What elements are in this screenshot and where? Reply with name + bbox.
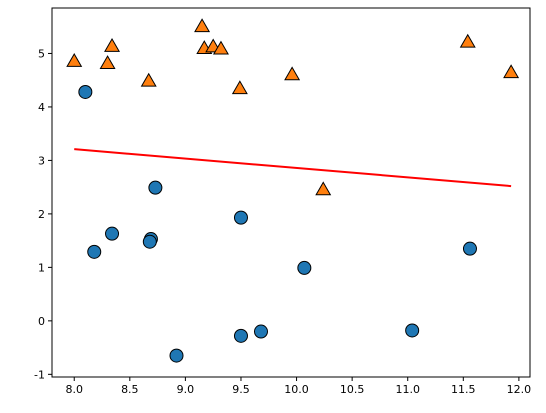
circle-point <box>78 84 93 99</box>
circle-point <box>148 180 163 195</box>
triangle-point <box>212 40 229 55</box>
triangle-point <box>104 38 121 52</box>
circle-point <box>297 260 312 275</box>
circle-point <box>233 328 248 343</box>
circle-point <box>105 226 120 241</box>
y-tick-label: 5 <box>38 47 45 60</box>
x-axis: 8.0 8.5 9.0 9.5 10.0 10.5 11.0 11.5 12.0 <box>65 377 531 396</box>
x-tick-label: 10.0 <box>284 383 309 396</box>
circle-point <box>142 234 157 249</box>
marker-layer <box>66 18 520 363</box>
x-tick-label: 11.5 <box>451 383 476 396</box>
y-tick-label: 1 <box>38 261 45 274</box>
triangle-point <box>459 33 476 48</box>
circle-point <box>253 324 268 339</box>
y-tick-label: -1 <box>34 368 45 381</box>
y-tick-label: 0 <box>38 315 45 328</box>
y-tick-label: 4 <box>38 101 45 114</box>
triangle-point <box>231 80 248 95</box>
triangle-point <box>284 66 301 81</box>
triangle-point <box>194 18 211 33</box>
x-tick-label: 12.0 <box>507 383 532 396</box>
circle-point <box>405 323 420 338</box>
circle-point <box>169 348 184 363</box>
x-tick-label: 8.0 <box>65 383 83 396</box>
y-tick-label: 2 <box>38 208 45 221</box>
triangle-point <box>99 55 116 69</box>
x-tick-label: 11.0 <box>395 383 420 396</box>
x-tick-label: 9.0 <box>177 383 195 396</box>
y-tick-label: 3 <box>38 154 45 167</box>
triangle-point <box>66 52 83 67</box>
x-tick-label: 9.5 <box>232 383 250 396</box>
plot-frame <box>51 7 531 378</box>
x-tick-label: 10.5 <box>340 383 365 396</box>
line-layer <box>74 148 512 188</box>
x-tick-label: 8.5 <box>121 383 139 396</box>
triangle-point <box>315 181 332 196</box>
circle-point <box>233 210 248 225</box>
circle-point <box>462 241 477 256</box>
triangle-point <box>140 72 157 87</box>
circle-point <box>87 244 102 259</box>
y-axis: -1 0 1 2 3 4 5 <box>34 47 52 381</box>
triangle-point <box>503 64 520 79</box>
trend-line <box>74 148 512 188</box>
